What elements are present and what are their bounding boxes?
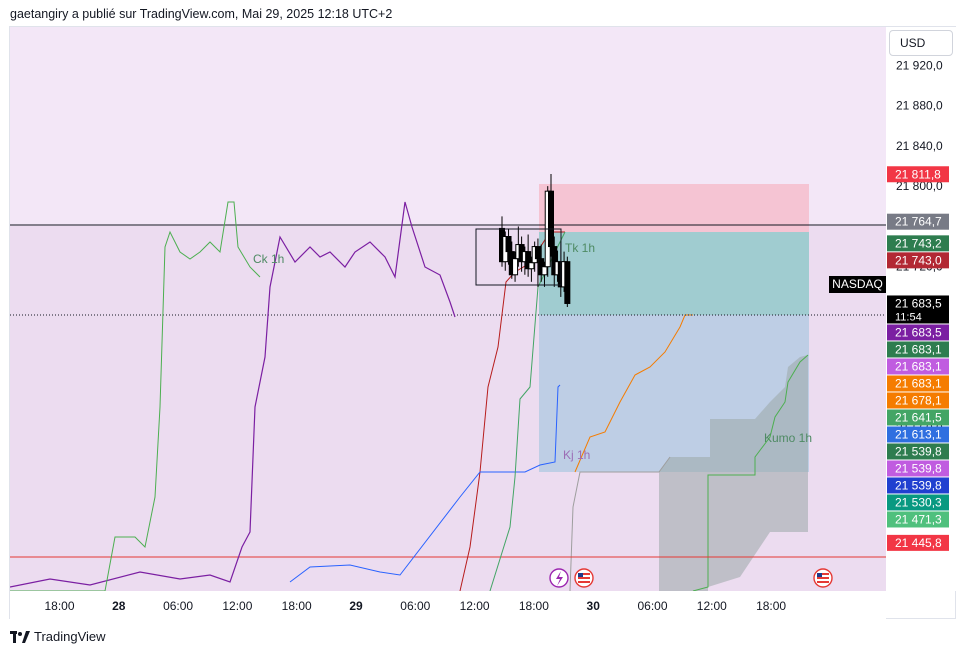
price-axis[interactable]: 21 920,021 880,021 840,021 800,021 720,0… [886,27,956,591]
candle-body [512,258,519,276]
price-label: 21 743,2 [895,236,942,250]
target-zone [539,232,809,315]
future-kumo-cloud [659,355,808,591]
tenkan-label: Tk 1h [565,241,595,255]
price-label-box [887,213,949,230]
price-label-box [887,426,949,443]
price-label-box [887,494,949,511]
chikou-label: Ck 1h [253,252,284,266]
span-b-line [574,314,693,473]
time-tick-label: 12:00 [222,599,252,613]
price-label-box [887,252,949,269]
candle-body [534,246,541,260]
price-tick-label: 21 880,0 [896,99,943,113]
candle-body [505,236,512,253]
price-label-box [887,409,949,426]
price-label: 21 678,1 [895,393,942,407]
price-tick-label: 21 800,0 [896,179,943,193]
price-label-box [887,534,949,551]
stop-loss-zone [539,184,809,232]
price-label: 21 683,1 [895,359,942,373]
publisher-header: gaetangiry a publié sur TradingView.com,… [10,7,393,21]
time-tick-label: 12:00 [460,599,490,613]
chikou-line [10,201,456,588]
tradingview-logo-icon [10,630,30,643]
chart-plot-area[interactable]: Ck 1h Tk 1h Kj 1h Kumo 1h [10,27,886,591]
symbol-tag: NASDAQ [829,276,886,293]
price-label-box [887,358,949,375]
price-label: 21 539,8 [895,444,942,458]
span-b-line-left [569,456,671,591]
price-label: 21 683,1 [895,342,942,356]
currency-selector[interactable]: USD [889,30,953,56]
price-label: 21 539,8 [895,461,942,475]
range-box [475,228,562,286]
time-tick-labels: 18:00 28 06:00 12:00 18:00 29 06:00 12:00 18:00 3… [44,599,786,613]
price-label: 21 641,5 [895,410,942,424]
price-label: 21 683,5 [895,325,942,339]
price-label-box [887,460,949,477]
us-flag-event-icon[interactable] [574,568,594,588]
price-label-box [887,443,949,460]
candle-body [525,251,532,270]
price-label-box [887,511,949,528]
price-label: 21 811,8 [895,167,941,181]
time-tick-label: 12:00 [697,599,727,613]
time-tick-label: 29 [349,599,363,613]
span-a-history-line [10,201,261,591]
time-tick-label: 06:00 [400,599,430,613]
price-label-countdown: 11:54 [895,311,922,323]
price-label-box [887,392,949,409]
footer-brand-label: TradingView [34,629,106,644]
footer-brand: TradingView [10,629,106,644]
price-label: 21 539,8 [895,478,942,492]
price-label-box [887,324,949,341]
price-label: 21 445,8 [895,536,942,550]
candle-body [541,266,548,276]
candle-body [551,246,558,276]
time-axis[interactable]: 18:00 28 06:00 12:00 18:00 29 06:00 12:00 18:00 3… [10,591,886,619]
price-label: 21 683,1 [895,376,942,390]
kijun-label: Kj 1h [563,448,590,462]
candle-body [548,190,554,248]
tenkan-line [289,384,561,583]
time-tick-label: 30 [587,599,601,613]
price-label: 21 530,3 [895,495,942,509]
time-tick-label: 18:00 [44,599,74,613]
price-label: 21 683,5 [895,296,942,310]
price-label: 21 743,0 [895,253,942,267]
price-label: 21 613,1 [895,427,942,441]
time-tick-label: 18:00 [282,599,312,613]
time-tick-label: 06:00 [637,599,667,613]
time-tick-label: 18:00 [519,599,549,613]
price-tick-label: 21 840,0 [896,139,943,153]
time-tick-label: 28 [112,599,126,613]
time-tick-label: 06:00 [163,599,193,613]
price-label-box [887,166,949,183]
price-label-box [887,341,949,358]
time-tick-label: 18:00 [756,599,786,613]
us-flag-event-icon-2[interactable] [813,568,833,588]
price-label-box [887,235,949,252]
price-label: 21 471,3 [895,512,942,526]
price-label-box [887,477,949,494]
price-tick-label: 21 920,0 [896,58,943,72]
span-a-line [692,354,809,591]
kumo-label: Kumo 1h [764,431,812,445]
candle-body [528,262,535,270]
price-label: 21 764,7 [895,215,942,229]
price-label-box [887,375,949,392]
price-labels: 21 811,8 21 764,7 21 743,2 21 743,0 21 683,5… [887,166,949,551]
candle-body [564,261,571,304]
lightning-event-icon[interactable] [549,568,569,588]
price-label-box [887,295,949,324]
